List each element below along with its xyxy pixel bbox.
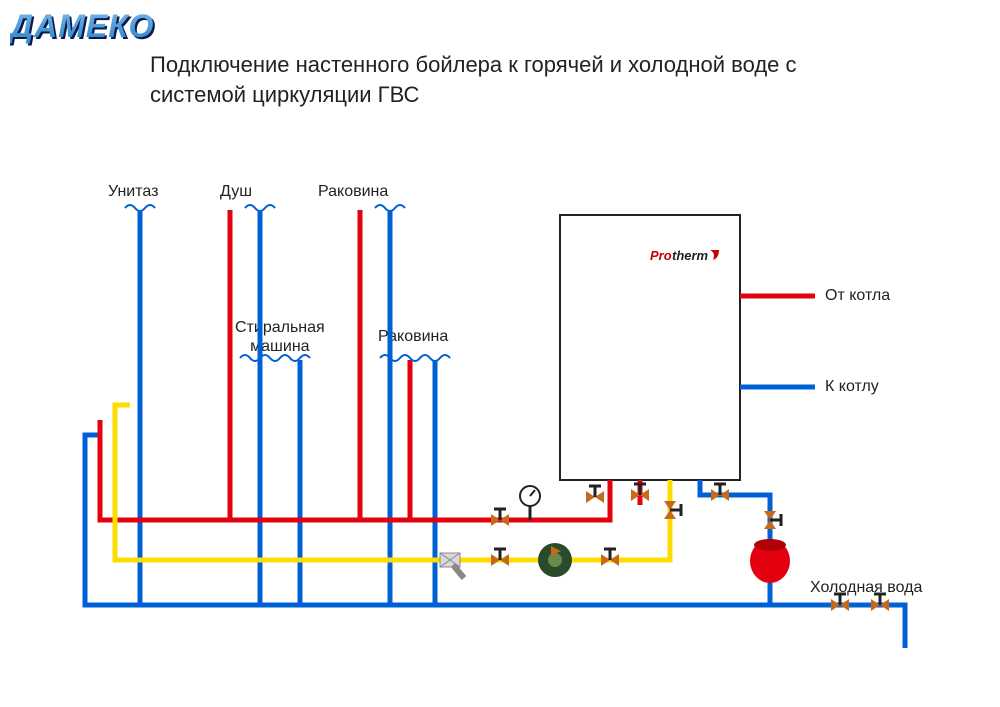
wave-icons-cold (125, 205, 450, 361)
boiler-brand-black: therm (672, 248, 709, 263)
boiler-brand-red: Pro (650, 248, 672, 263)
expansion-tank-icon (750, 530, 790, 583)
pipe-cold-inlet (700, 480, 905, 645)
strainer-icon (440, 553, 464, 578)
pipe-hot-trunk (100, 420, 530, 520)
pump-icon (538, 543, 572, 577)
gauge-icon (520, 486, 540, 520)
piping-diagram: Pro therm (0, 0, 1000, 707)
